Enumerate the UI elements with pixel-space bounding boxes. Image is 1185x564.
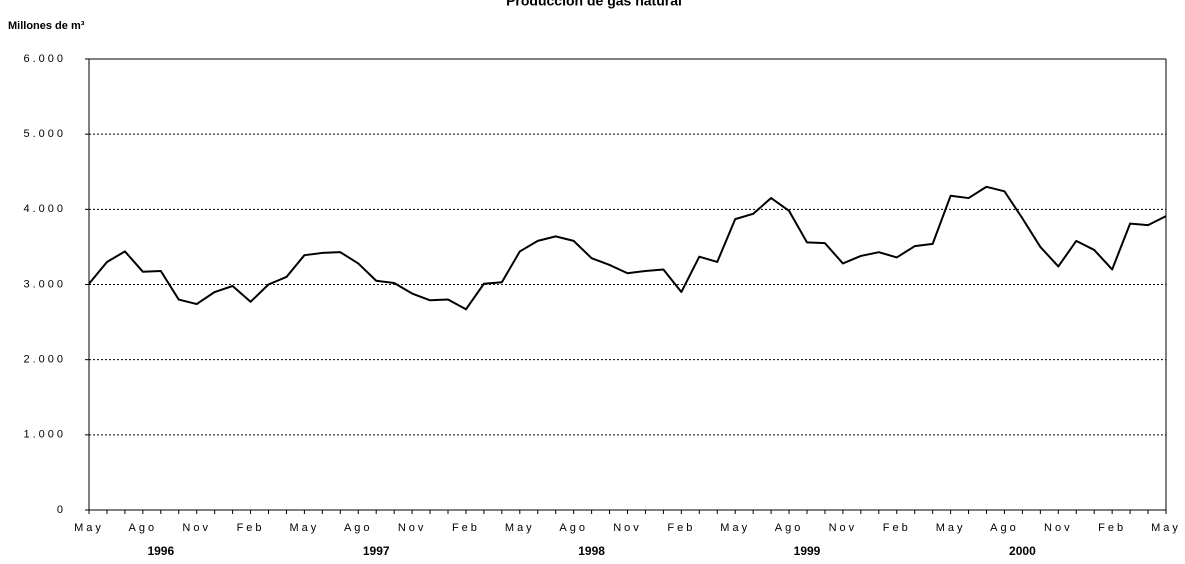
x-tick-label: Ago [990,522,1019,534]
y-axis-label: Millones de m³ [8,20,85,32]
x-tick-label: Feb [237,522,265,534]
x-tick-label: Feb [1098,522,1126,534]
x-tick-label: Ago [775,522,804,534]
y-tick-label: 2.000 [23,354,66,366]
year-label: 2000 [1009,544,1036,558]
x-tick-label: May [1151,522,1181,534]
year-label: 1998 [578,544,605,558]
x-tick-label: May [720,522,750,534]
y-tick-label: 0 [57,504,66,516]
x-tick-label: May [74,522,104,534]
year-label: 1999 [794,544,821,558]
x-tick-label: May [505,522,535,534]
x-tick-label: Nov [829,522,858,534]
x-tick-label: Feb [452,522,480,534]
x-tick-label: Ago [559,522,588,534]
y-tick-label: 4.000 [23,203,66,215]
data-line [88,185,1167,311]
x-tick-label: Nov [613,522,642,534]
y-tick-label: 6.000 [23,53,66,65]
year-label: 1997 [363,544,390,558]
x-tick-label: Nov [182,522,211,534]
chart-title: Producción de gas natural [506,0,682,9]
x-tick-label: Nov [398,522,427,534]
x-tick-label: Feb [667,522,695,534]
x-tick-label: May [290,522,320,534]
x-tick-label: Ago [129,522,158,534]
x-tick-label: Feb [883,522,911,534]
y-tick-label: 5.000 [23,128,66,140]
x-tick-label: Ago [344,522,373,534]
year-label: 1996 [147,544,174,558]
y-tick-label: 1.000 [23,429,66,441]
x-tick-label: Nov [1044,522,1073,534]
x-tick-label: May [936,522,966,534]
y-tick-label: 3.000 [23,278,66,290]
